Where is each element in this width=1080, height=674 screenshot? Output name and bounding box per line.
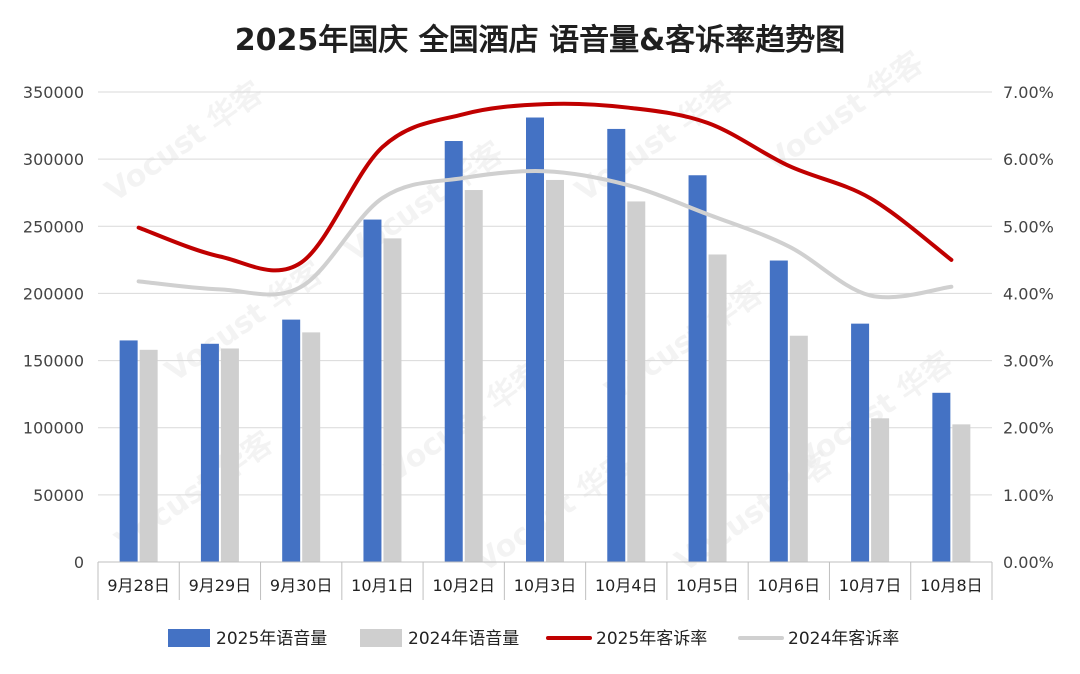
line-2024-complaint-rate xyxy=(136,169,954,300)
right-axis-tick-label: 6.00% xyxy=(1003,150,1054,169)
legend-2025-complaint-rate-label: 2025年客诉率 xyxy=(596,629,707,649)
bar-2025-volume xyxy=(363,219,382,563)
chart-title: 2025年国庆 全国酒店 语音量&客诉率趋势图 xyxy=(235,23,846,58)
left-axis-tick-label: 150000 xyxy=(23,352,84,371)
category-label: 9月29日 xyxy=(189,576,252,595)
bar-2025-volume xyxy=(444,141,463,562)
bar-2024-volume xyxy=(139,349,158,562)
bar-2025-volume xyxy=(282,319,301,562)
right-axis-tick-label: 0.00% xyxy=(1003,553,1054,572)
axis-layer: 0 50000 100000 150000 200000 250000 300000 3500… xyxy=(23,83,1054,600)
category-label: 10月7日 xyxy=(839,576,902,595)
left-axis-tick-label: 250000 xyxy=(23,217,84,236)
bar-2024-volume xyxy=(302,332,321,562)
bar-2025-volume xyxy=(769,260,788,562)
bar-2024-volume xyxy=(627,201,646,562)
legend-layer: 2025年语音量 2024年语音量 2025年客诉率 2024年客诉率 xyxy=(168,629,899,649)
category-label: 9月28日 xyxy=(107,576,170,595)
bar-2025-volume xyxy=(200,343,219,562)
bar-2024-volume xyxy=(383,238,402,562)
right-axis-tick-label: 5.00% xyxy=(1003,217,1054,236)
category-label: 10月1日 xyxy=(351,576,414,595)
line-layer xyxy=(136,101,954,300)
bar-2025-volume xyxy=(851,323,870,562)
bar-2025-volume xyxy=(607,128,626,562)
left-axis-tick-label: 350000 xyxy=(23,83,84,102)
line-2025-complaint-rate xyxy=(136,101,954,273)
bar-2025-volume xyxy=(932,392,951,562)
category-label: 10月3日 xyxy=(514,576,577,595)
category-label: 10月6日 xyxy=(758,576,821,595)
bar-2024-volume xyxy=(789,335,808,562)
legend-2024-complaint-rate-label: 2024年客诉率 xyxy=(788,629,899,649)
right-axis-tick-label: 1.00% xyxy=(1003,486,1054,505)
category-label: 10月8日 xyxy=(920,576,983,595)
bar-2024-volume xyxy=(546,179,564,562)
bar-2024-volume xyxy=(708,254,727,562)
right-axis-tick-label: 7.00% xyxy=(1003,83,1054,102)
bar-layer xyxy=(119,117,971,563)
bar-2025-volume xyxy=(119,340,138,562)
left-axis-tick-label: 200000 xyxy=(23,284,84,303)
category-label: 10月5日 xyxy=(676,576,739,595)
legend-2025-volume-label: 2025年语音量 xyxy=(216,629,327,649)
left-axis-tick-label: 100000 xyxy=(23,419,84,438)
bar-2024-volume xyxy=(220,348,239,562)
right-axis-tick-label: 3.00% xyxy=(1003,352,1054,371)
right-axis-tick-label: 4.00% xyxy=(1003,284,1054,303)
legend-2025-volume-swatch xyxy=(168,629,210,647)
bar-2024-volume xyxy=(952,424,971,562)
legend-2024-volume-swatch xyxy=(360,629,402,647)
left-axis-tick-label: 50000 xyxy=(33,486,84,505)
right-axis-tick-label: 2.00% xyxy=(1003,419,1054,438)
category-label: 10月2日 xyxy=(432,576,495,595)
left-axis-tick-label: 300000 xyxy=(23,150,84,169)
bar-2025-volume xyxy=(688,175,707,562)
legend-2024-volume-label: 2024年语音量 xyxy=(408,629,519,649)
left-axis-tick-label: 0 xyxy=(74,553,84,572)
category-label: 10月4日 xyxy=(595,576,658,595)
category-label: 9月30日 xyxy=(270,576,333,595)
bar-2024-volume xyxy=(464,190,483,562)
bar-2024-volume xyxy=(871,418,890,562)
bar-2025-volume xyxy=(526,117,544,562)
